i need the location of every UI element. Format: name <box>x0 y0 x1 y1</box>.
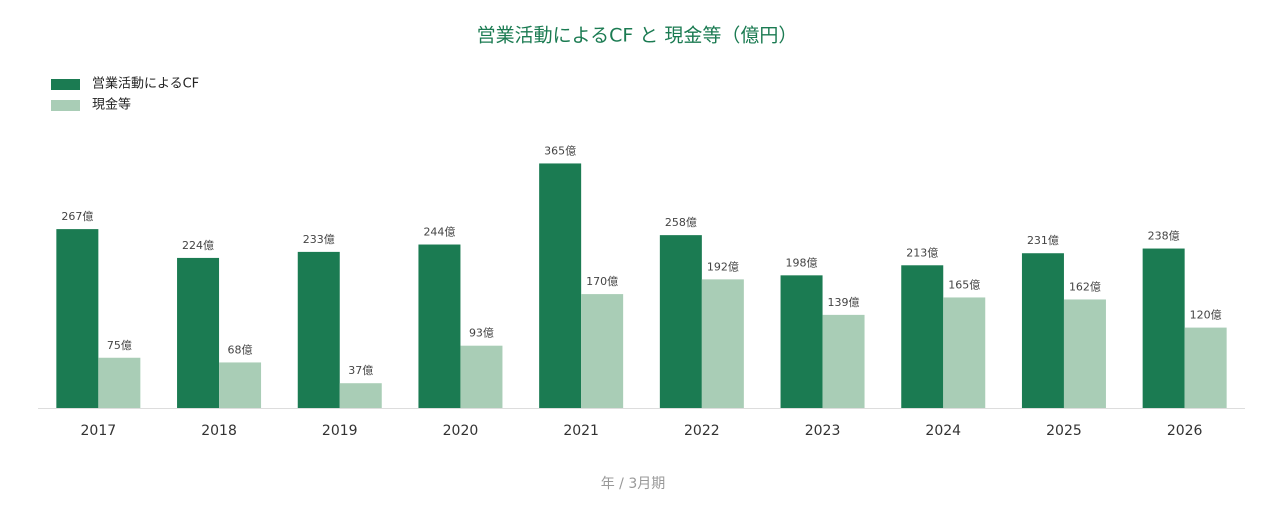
bar <box>339 383 382 408</box>
value-label: 213億 <box>906 246 938 259</box>
bar <box>581 294 624 408</box>
legend-swatch <box>51 79 80 90</box>
value-label: 170億 <box>586 275 618 288</box>
bar <box>659 235 702 408</box>
value-label: 224億 <box>182 239 214 252</box>
x-axis-title: 年 / 3月期 <box>601 476 666 492</box>
value-label: 233億 <box>303 233 335 246</box>
x-tick-label: 2026 <box>1167 423 1203 439</box>
value-label: 120億 <box>1190 309 1222 322</box>
bar <box>539 163 582 408</box>
bar <box>418 244 461 408</box>
bar <box>297 251 340 408</box>
value-label: 198億 <box>786 256 818 269</box>
bar <box>1063 299 1106 408</box>
bar <box>1184 327 1227 408</box>
bar <box>780 275 823 408</box>
value-label: 258億 <box>665 216 697 229</box>
bar <box>1142 248 1185 408</box>
bar <box>701 279 744 408</box>
legend-swatch <box>51 100 80 111</box>
value-label: 162億 <box>1069 280 1101 293</box>
value-label: 93億 <box>469 327 494 340</box>
value-label: 192億 <box>707 260 739 273</box>
value-label: 365億 <box>544 144 576 157</box>
x-tick-label: 2019 <box>322 423 358 439</box>
bar <box>943 297 986 408</box>
chart-title: 営業活動によるCF と 現金等（億円） <box>477 25 798 47</box>
x-tick-label: 2024 <box>925 423 961 439</box>
bar <box>177 257 220 408</box>
value-label: 139億 <box>828 296 860 309</box>
x-tick-label: 2018 <box>201 423 237 439</box>
bar <box>56 229 99 408</box>
value-label: 68億 <box>228 343 253 356</box>
value-label: 231億 <box>1027 234 1059 247</box>
value-label: 244億 <box>423 226 455 239</box>
value-label: 165億 <box>948 278 980 291</box>
bar <box>1021 253 1064 408</box>
bar <box>219 362 262 408</box>
bar <box>460 345 503 408</box>
value-label: 75億 <box>107 339 132 352</box>
x-tick-label: 2022 <box>684 423 720 439</box>
legend-label: 営業活動によるCF <box>92 76 199 92</box>
bar <box>98 357 141 408</box>
bar <box>901 265 944 408</box>
value-label: 238億 <box>1148 230 1180 243</box>
x-tick-label: 2023 <box>805 423 841 439</box>
bar <box>822 314 865 408</box>
value-label: 37億 <box>348 364 373 377</box>
x-tick-label: 2017 <box>81 423 117 439</box>
x-tick-label: 2025 <box>1046 423 1082 439</box>
value-label: 267億 <box>61 210 93 223</box>
x-tick-label: 2021 <box>563 423 599 439</box>
legend-label: 現金等 <box>92 97 131 113</box>
x-tick-label: 2020 <box>443 423 479 439</box>
